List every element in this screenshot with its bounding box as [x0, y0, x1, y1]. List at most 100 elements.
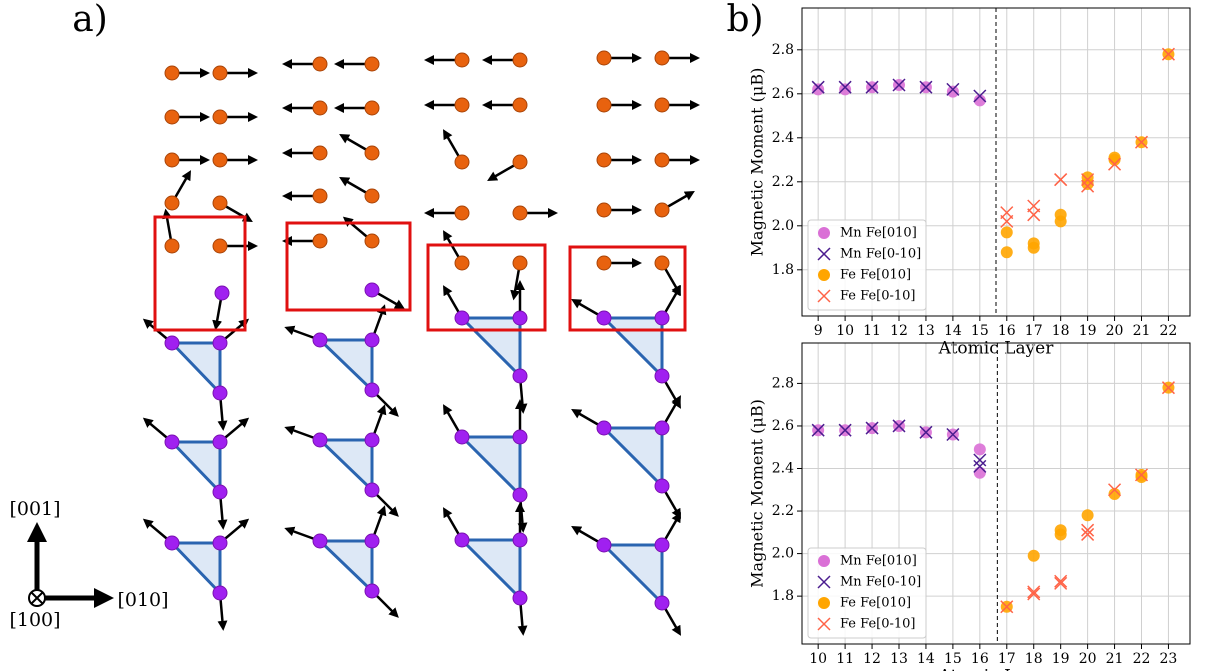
legend-label: Fe Fe[010] [840, 268, 911, 283]
atom [212, 109, 228, 125]
point [946, 427, 960, 442]
point [1108, 483, 1122, 497]
point [1054, 208, 1067, 221]
legend-marker [818, 555, 830, 567]
atom [454, 255, 470, 271]
legend-marker [817, 575, 831, 589]
x-tick-label: 13 [917, 323, 935, 339]
point [919, 80, 933, 94]
triangle [458, 538, 522, 602]
point [1081, 509, 1094, 522]
atom [454, 97, 470, 113]
atom [654, 310, 670, 326]
y-tick-label: 1.8 [772, 588, 794, 604]
triangle [600, 316, 664, 380]
atom [312, 432, 328, 448]
atom [312, 332, 328, 348]
y-tick-label: 2.2 [772, 503, 794, 519]
atom [596, 420, 612, 436]
x-tick-label: 23 [1160, 651, 1178, 667]
x-tick-label: 19 [1079, 323, 1097, 339]
atom [212, 195, 228, 211]
y-tick-label: 2.2 [772, 174, 794, 190]
atom [212, 65, 228, 81]
triangle [458, 316, 522, 380]
point [973, 466, 986, 479]
y-tick-label: 2.6 [772, 418, 794, 434]
atom [512, 310, 528, 326]
atom [596, 310, 612, 326]
triangle [458, 435, 522, 499]
atom [454, 310, 470, 326]
legend-marker [817, 617, 831, 631]
atom [512, 52, 528, 68]
atom [312, 188, 328, 204]
x-tick-label: 15 [971, 323, 989, 339]
point [865, 421, 879, 435]
y-axis-label: Magnetic Moment (μB) [748, 399, 767, 588]
atom [454, 532, 470, 548]
legend-marker [817, 247, 831, 261]
x-tick-label: 10 [836, 323, 854, 339]
atom [654, 97, 670, 113]
x-tick-label: 17 [998, 651, 1016, 667]
atom [512, 532, 528, 548]
point [1081, 171, 1094, 184]
atom [654, 50, 670, 66]
atom [596, 255, 612, 271]
x-tick-label: 21 [1133, 323, 1151, 339]
highlight-box [568, 245, 687, 332]
x-axis-label: Atomic Layer [938, 339, 1055, 359]
triangle [168, 440, 222, 496]
point [1134, 468, 1149, 482]
atom [212, 238, 228, 254]
y-tick-label: 2.8 [772, 42, 794, 58]
atom [364, 188, 380, 204]
x-axis-label: Atomic Layer [938, 667, 1055, 671]
atom [512, 487, 528, 503]
x-tick-label: 10 [809, 651, 827, 667]
atom [212, 434, 228, 450]
point [1161, 381, 1175, 395]
atom [454, 205, 470, 221]
legend-label: Fe Fe[010] [840, 596, 911, 611]
x-tick-label: 14 [944, 323, 962, 339]
highlight-box [153, 215, 247, 332]
x-tick-label: 13 [890, 651, 908, 667]
atom [212, 385, 228, 401]
atom [364, 583, 380, 599]
point [1054, 576, 1068, 590]
atom [212, 152, 228, 168]
x-tick-label: 11 [863, 323, 881, 339]
out-axis [30, 591, 44, 605]
point [946, 82, 960, 96]
atom [454, 429, 470, 445]
atom [654, 255, 670, 271]
point [973, 459, 987, 473]
x-tick-label: 11 [836, 651, 854, 667]
point [946, 85, 959, 98]
y-axis-label: Magnetic Moment (μB) [748, 68, 767, 257]
legend-box [807, 219, 927, 311]
x-tick-label: 19 [1052, 651, 1070, 667]
y-tick-label: 2.8 [772, 375, 794, 391]
legend-marker [817, 289, 831, 303]
axis-label: [001] [9, 498, 60, 520]
plot-frame [801, 342, 1191, 645]
atom [654, 595, 670, 611]
x-tick-label: 18 [1052, 323, 1070, 339]
highlight-box [285, 221, 412, 312]
point [1027, 549, 1040, 562]
point [892, 78, 906, 92]
x-tick-label: 12 [890, 323, 908, 339]
legend-marker [818, 597, 830, 609]
legend-label: Fe Fe[0-10] [840, 289, 916, 304]
x-tick-label: 14 [917, 651, 935, 667]
atom [654, 202, 670, 218]
atom [214, 285, 230, 301]
point [1081, 523, 1095, 537]
point [1027, 199, 1041, 213]
point [811, 423, 825, 437]
point [973, 443, 986, 456]
